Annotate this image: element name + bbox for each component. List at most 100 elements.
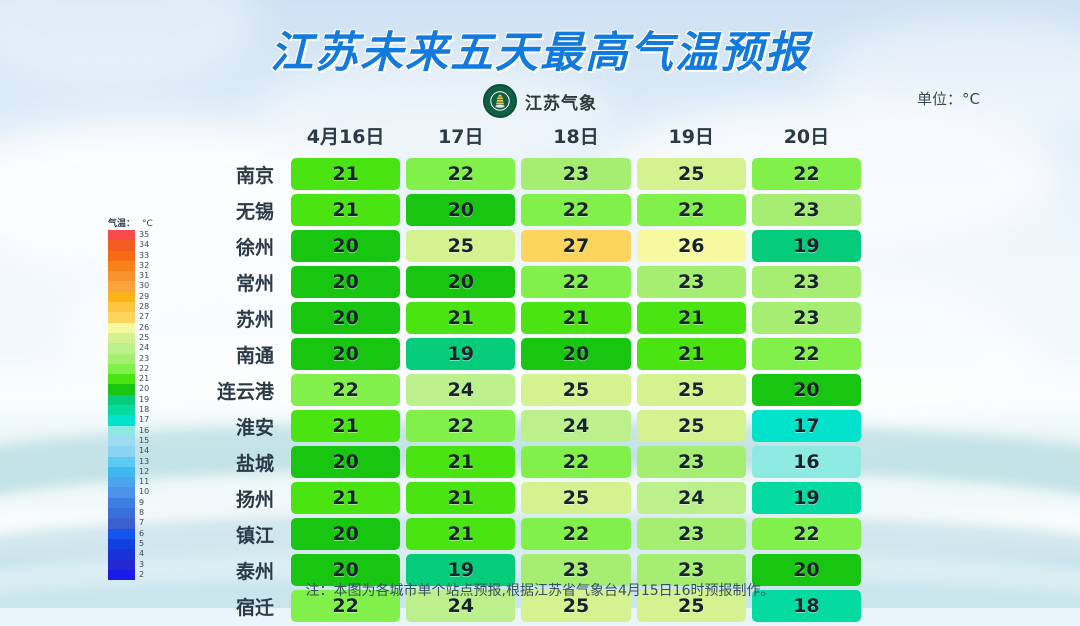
temperature-cell: 21 (636, 302, 746, 334)
temperature-cell-wrapper: 24 (403, 374, 518, 406)
temperature-cell: 21 (291, 410, 401, 442)
legend-swatch (108, 466, 135, 478)
legend-swatch (108, 528, 135, 539)
temperature-cell-wrapper: 22 (288, 374, 403, 406)
temperature-cell: 19 (406, 554, 516, 586)
temperature-cell: 21 (291, 482, 401, 514)
temperature-cell: 20 (291, 266, 401, 298)
legend-swatch (108, 343, 135, 354)
legend-swatch (108, 250, 135, 261)
temperature-cell-wrapper: 20 (403, 266, 518, 298)
temperature-cell: 22 (521, 266, 631, 298)
legend-stop: 9 (108, 497, 160, 509)
temperature-cell-wrapper: 20 (288, 338, 403, 370)
city-name-label: 无锡 (235, 200, 274, 223)
temperature-cell-wrapper: 25 (518, 374, 633, 406)
legend-value-label: 9 (139, 497, 145, 507)
temperature-cell-wrapper: 24 (634, 482, 749, 514)
table-row: 常州 20 20 22 23 23 (196, 266, 864, 298)
temperature-cell: 22 (751, 518, 862, 550)
legend-swatch (108, 302, 135, 313)
temperature-cell-wrapper: 23 (634, 554, 749, 586)
temperature-cell: 23 (521, 554, 631, 586)
legend-stop: 5 (108, 538, 160, 550)
legend-stop: 24 (108, 343, 160, 354)
temperature-color-legend: 气温： °C 35 34 33 32 31 30 29 28 27 26 25 24 23 22 21 20 19… (108, 216, 160, 581)
temperature-cell: 27 (521, 230, 631, 262)
temperature-cell-wrapper: 20 (403, 194, 518, 226)
temperature-cell-wrapper: 22 (749, 518, 864, 550)
temperature-cell-wrapper: 25 (403, 230, 518, 262)
legend-value-label: 13 (139, 456, 150, 466)
temperature-cell-wrapper: 20 (288, 302, 403, 334)
legend-swatch (108, 271, 135, 282)
legend-value-label: 12 (139, 466, 150, 476)
table-row: 苏州 20 21 21 21 23 (196, 302, 864, 334)
legend-stop: 33 (108, 250, 160, 261)
temperature-cell-wrapper: 21 (403, 518, 518, 550)
temperature-cell-wrapper: 25 (518, 482, 633, 514)
temperature-cell-wrapper: 26 (634, 230, 749, 262)
temperature-cell: 21 (291, 194, 401, 226)
legend-swatch (108, 487, 135, 498)
legend-stop: 21 (108, 374, 160, 385)
temperature-cell-wrapper: 23 (518, 554, 633, 586)
temperature-cell: 20 (291, 554, 401, 586)
table-row: 南京 21 22 23 25 22 (196, 158, 864, 190)
legend-value-label: 28 (139, 302, 150, 312)
temperature-cell-wrapper: 21 (403, 302, 518, 334)
temperature-cell: 20 (291, 338, 401, 370)
legend-value-label: 16 (139, 425, 150, 435)
temperature-cell-wrapper: 23 (634, 446, 749, 478)
legend-value-label: 27 (139, 312, 150, 322)
city-name-label: 徐州 (235, 236, 274, 259)
temperature-cell: 19 (751, 230, 862, 262)
legend-stop: 32 (108, 260, 160, 272)
table-header-row: 4月16日 17日 18日 19日 20日 (196, 122, 864, 158)
temperature-cell: 25 (406, 230, 516, 262)
temperature-cell-wrapper: 21 (403, 446, 518, 478)
temperature-cell: 22 (406, 158, 516, 190)
legend-value-label: 6 (139, 528, 145, 538)
temperature-cell: 20 (291, 230, 401, 262)
header-city-spacer (196, 122, 288, 158)
legend-value-label: 29 (139, 291, 150, 301)
temperature-cell: 22 (291, 374, 401, 406)
temperature-cell: 20 (751, 554, 862, 586)
legend-stop: 4 (108, 549, 160, 560)
legend-swatch (108, 394, 135, 406)
legend-stop: 19 (108, 394, 160, 406)
temperature-cell: 21 (636, 338, 746, 370)
legend-value-label: 23 (139, 353, 150, 363)
legend-swatch (108, 456, 135, 467)
temperature-cell-wrapper: 19 (749, 482, 864, 514)
table-row: 镇江 20 21 22 23 22 (196, 518, 864, 550)
temperature-cell: 25 (636, 374, 746, 406)
legend-stop: 28 (108, 302, 160, 313)
legend-stop: 29 (108, 291, 160, 303)
temperature-cell: 21 (406, 446, 516, 478)
temperature-cell-wrapper: 20 (749, 554, 864, 586)
legend-swatch (108, 230, 135, 241)
legend-value-label: 14 (139, 446, 150, 456)
legend-stop: 35 (108, 230, 160, 241)
temperature-cell-wrapper: 21 (288, 194, 403, 226)
temperature-cell: 23 (521, 158, 631, 190)
column-header: 17日 (438, 126, 484, 148)
legend-stop: 6 (108, 528, 160, 539)
legend-stop: 7 (108, 518, 160, 529)
legend-stop: 34 (108, 240, 160, 251)
temperature-cell: 22 (751, 158, 862, 190)
temperature-cell: 22 (636, 194, 746, 226)
legend-stop: 22 (108, 363, 160, 375)
city-name-label: 连云港 (216, 380, 274, 403)
legend-stop: 2 (108, 569, 160, 581)
legend-stop: 10 (108, 487, 160, 498)
legend-value-label: 25 (139, 332, 150, 342)
legend-swatch (108, 518, 135, 529)
pagoda-emblem-icon (483, 84, 517, 118)
table-row: 淮安 21 22 24 25 17 (196, 410, 864, 442)
legend-value-label: 32 (139, 260, 150, 270)
legend-swatch (108, 374, 135, 385)
legend-swatch (108, 508, 135, 519)
